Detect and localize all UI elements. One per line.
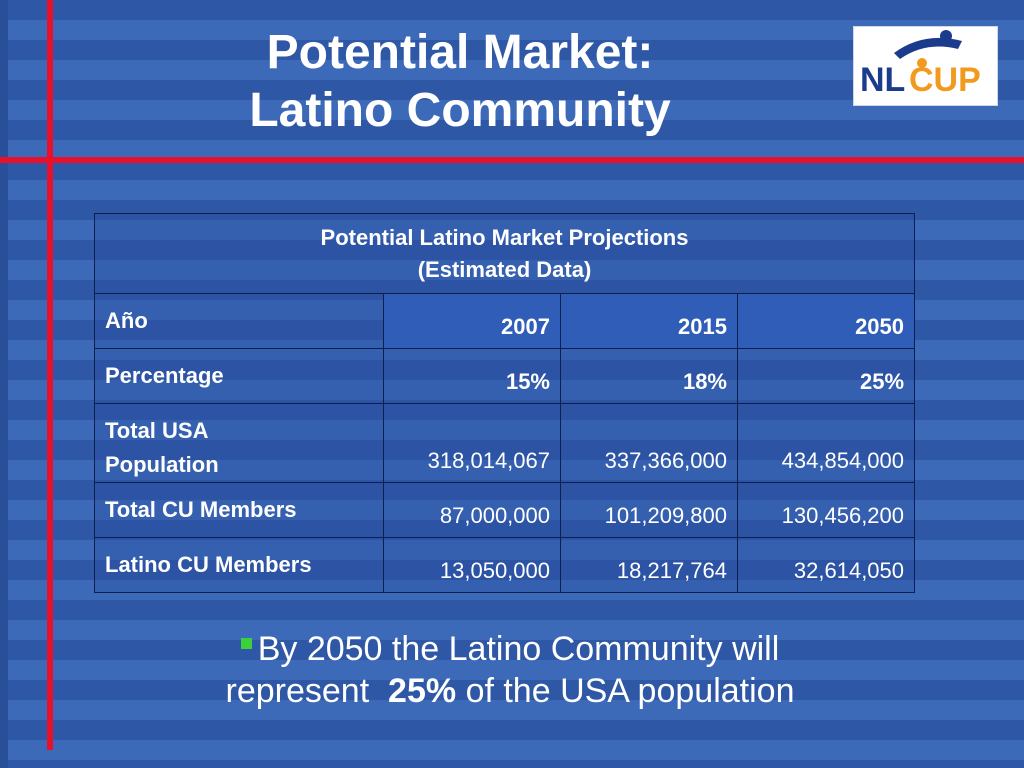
row-label-line-2: Population bbox=[105, 452, 219, 477]
row-label: Latino CU Members bbox=[94, 537, 384, 593]
table-header-row: Año 2007 2015 2050 bbox=[94, 293, 916, 349]
row-label-line-1: Total CU Members bbox=[105, 497, 297, 522]
nlcup-logo-graphic: NL CUP bbox=[860, 30, 981, 99]
row-label: Total USA Population bbox=[94, 403, 384, 483]
table-cell: 15% bbox=[383, 348, 561, 404]
year-cell: 2015 bbox=[560, 293, 738, 349]
table-cell: 130,456,200 bbox=[736, 482, 916, 538]
year-cell: 2007 bbox=[383, 293, 561, 349]
table-cell: 434,854,000 bbox=[736, 403, 916, 483]
row-label-line-1: Total USA bbox=[105, 418, 209, 443]
table-row: Total USA Population 318,014,067 337,366… bbox=[94, 403, 916, 483]
logo-text-cup: CUP bbox=[909, 61, 981, 99]
table-cell: 18% bbox=[560, 348, 738, 404]
table-caption: Potential Latino Market Projections (Est… bbox=[93, 213, 916, 294]
header-label-cell: Año bbox=[94, 293, 384, 349]
row-label-line-1: Latino CU Members bbox=[105, 552, 312, 577]
logo-text-nl: NL bbox=[860, 61, 905, 99]
nlcup-logo: NL CUP bbox=[853, 26, 998, 106]
row-label-line-1: Percentage bbox=[105, 363, 224, 388]
table-caption-row: Potential Latino Market Projections (Est… bbox=[93, 213, 916, 294]
table-cell: 13,050,000 bbox=[383, 537, 561, 593]
bullet-square-icon bbox=[240, 637, 252, 649]
table-cell: 32,614,050 bbox=[736, 537, 916, 593]
title-line-2: Latino Community bbox=[249, 84, 671, 137]
market-projections-table: Potential Latino Market Projections (Est… bbox=[93, 213, 916, 593]
bullet-line-1: By 2050 the Latino Community will bbox=[150, 628, 870, 670]
table-caption-line-1: Potential Latino Market Projections bbox=[320, 224, 689, 250]
row-label: Percentage bbox=[94, 348, 384, 404]
table-row: Total CU Members 87,000,000 101,209,800 … bbox=[94, 482, 916, 538]
table-cell: 87,000,000 bbox=[383, 482, 561, 538]
summary-bullet: By 2050 the Latino Community will repres… bbox=[150, 628, 870, 712]
red-horizontal-rule bbox=[0, 157, 1024, 163]
table-row: Latino CU Members 13,050,000 18,217,764 … bbox=[94, 537, 916, 593]
left-edge-strip bbox=[0, 0, 8, 768]
table-cell: 25% bbox=[736, 348, 916, 404]
bullet-text-prefix: represent bbox=[225, 672, 370, 710]
slide-title: Potential Market: Latino Community bbox=[200, 24, 720, 140]
row-label: Total CU Members bbox=[94, 482, 384, 538]
year-cell: 2050 bbox=[736, 293, 916, 349]
table-caption-line-2: (Estimated Data) bbox=[417, 256, 592, 282]
red-vertical-rule bbox=[47, 0, 53, 750]
bullet-highlight: 25% bbox=[388, 672, 457, 710]
bullet-text-suffix: of the USA population bbox=[465, 672, 795, 710]
table-cell: 318,014,067 bbox=[383, 403, 561, 483]
bullet-line-2: represent 25% of the USA population bbox=[150, 670, 870, 712]
table-cell: 18,217,764 bbox=[560, 537, 738, 593]
title-line-1: Potential Market: bbox=[266, 26, 654, 79]
table-cell: 337,366,000 bbox=[560, 403, 738, 483]
bullet-text-1: By 2050 the Latino Community will bbox=[257, 630, 780, 668]
table-cell: 101,209,800 bbox=[560, 482, 738, 538]
table-row: Percentage 15% 18% 25% bbox=[94, 348, 916, 404]
